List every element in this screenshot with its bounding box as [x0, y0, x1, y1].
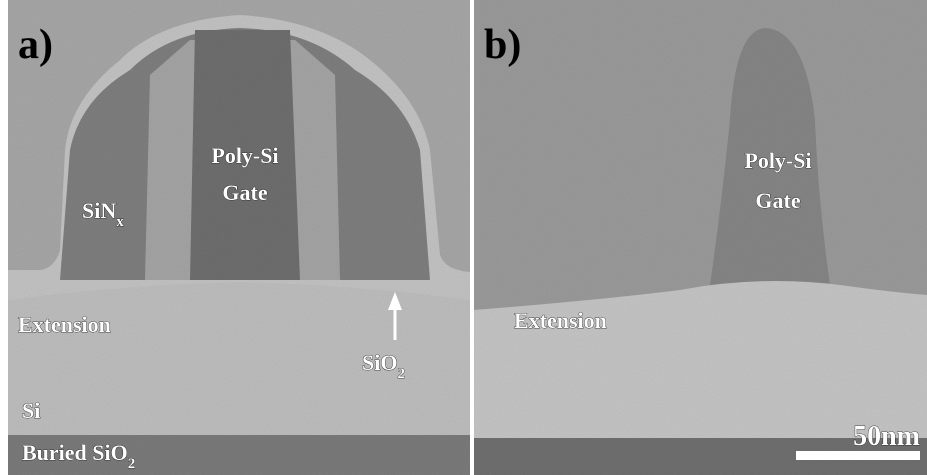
- scale-label: 50nm: [853, 421, 920, 452]
- label-text: Buried SiO: [22, 440, 128, 465]
- gate-label: Poly-Si: [744, 148, 811, 173]
- substrate-label: Si: [22, 398, 40, 423]
- panel-a: [8, 0, 470, 475]
- gate-label: Poly-Si: [211, 143, 278, 168]
- panel-b: [474, 0, 927, 475]
- extension-label: Extension: [514, 308, 607, 333]
- extension-label: Extension: [18, 312, 111, 337]
- label-sub: 2: [128, 456, 136, 472]
- label-sub: 2: [397, 366, 405, 382]
- gate-label: Gate: [222, 180, 267, 205]
- figure: a) Poly-Si Gate SiNx Extension SiO2 Si B…: [0, 0, 927, 475]
- panel-label: b): [484, 22, 521, 68]
- label-sub: x: [116, 214, 124, 230]
- panel-label: a): [18, 22, 53, 68]
- gate-label: Gate: [755, 188, 800, 213]
- scale-bar: [796, 451, 920, 460]
- label-text: SiN: [82, 198, 116, 223]
- label-text: SiO: [362, 350, 397, 375]
